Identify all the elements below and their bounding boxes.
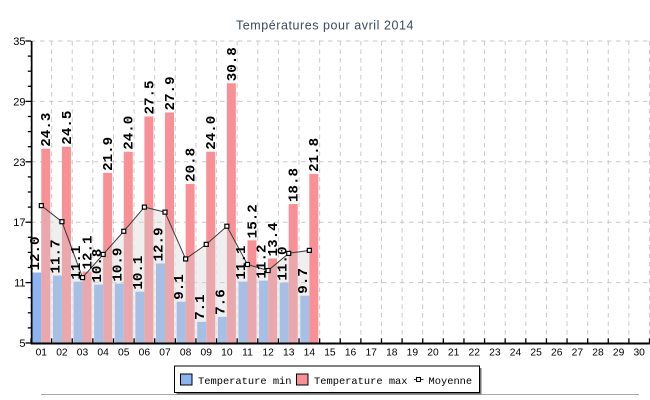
svg-text:18.8: 18.8 <box>287 168 303 202</box>
svg-text:08: 08 <box>180 348 192 359</box>
svg-text:12: 12 <box>262 348 274 359</box>
svg-text:24.0: 24.0 <box>204 116 220 150</box>
svg-text:09: 09 <box>201 348 213 359</box>
svg-text:27.5: 27.5 <box>142 80 158 114</box>
svg-text:11.1: 11.1 <box>69 246 85 280</box>
svg-text:13: 13 <box>283 348 295 359</box>
svg-text:10.1: 10.1 <box>131 256 147 290</box>
svg-text:30: 30 <box>633 348 645 359</box>
svg-text:21.9: 21.9 <box>101 137 117 171</box>
svg-text:27.9: 27.9 <box>163 76 179 110</box>
svg-text:23: 23 <box>13 157 25 169</box>
svg-text:02: 02 <box>56 348 68 359</box>
svg-text:20: 20 <box>427 348 439 359</box>
svg-text:30.8: 30.8 <box>225 47 241 81</box>
svg-text:23: 23 <box>489 348 501 359</box>
svg-text:24.0: 24.0 <box>122 116 138 150</box>
svg-text:11: 11 <box>14 278 25 290</box>
svg-text:Temperature max: Temperature max <box>314 376 408 388</box>
svg-text:10.9: 10.9 <box>110 248 126 282</box>
svg-text:9.1: 9.1 <box>172 274 188 300</box>
svg-text:27: 27 <box>572 348 584 359</box>
svg-text:16: 16 <box>345 348 357 359</box>
svg-text:21.8: 21.8 <box>307 138 323 172</box>
svg-text:12.9: 12.9 <box>152 227 168 261</box>
svg-text:11.2: 11.2 <box>255 245 271 279</box>
svg-text:11.7: 11.7 <box>49 239 65 273</box>
svg-text:Températures pour avril 2014: Températures pour avril 2014 <box>236 19 414 33</box>
svg-text:Moyenne: Moyenne <box>429 376 473 388</box>
svg-text:11: 11 <box>242 348 253 359</box>
svg-text:15.2: 15.2 <box>245 204 261 238</box>
svg-text:35: 35 <box>13 36 25 48</box>
svg-text:25: 25 <box>530 348 542 359</box>
svg-text:24.5: 24.5 <box>60 111 76 145</box>
svg-text:06: 06 <box>139 348 151 359</box>
svg-text:07: 07 <box>159 348 171 359</box>
svg-text:12.1: 12.1 <box>80 235 96 269</box>
svg-text:29: 29 <box>613 348 625 359</box>
svg-text:26: 26 <box>551 348 563 359</box>
svg-text:18: 18 <box>386 348 398 359</box>
svg-text:20.8: 20.8 <box>184 148 200 182</box>
svg-text:9.7: 9.7 <box>296 268 312 294</box>
svg-text:17: 17 <box>365 348 377 359</box>
svg-text:04: 04 <box>97 348 109 359</box>
svg-text:7.6: 7.6 <box>213 289 229 315</box>
svg-text:17: 17 <box>13 217 25 229</box>
svg-text:01: 01 <box>36 348 48 359</box>
svg-text:11.0: 11.0 <box>275 247 291 281</box>
svg-text:11.1: 11.1 <box>234 246 250 280</box>
svg-text:10.8: 10.8 <box>90 249 106 283</box>
svg-text:05: 05 <box>118 348 130 359</box>
svg-text:5: 5 <box>19 338 25 350</box>
svg-text:21: 21 <box>448 348 460 359</box>
svg-text:28: 28 <box>592 348 604 359</box>
svg-text:03: 03 <box>77 348 89 359</box>
svg-text:19: 19 <box>407 348 419 359</box>
svg-text:22: 22 <box>469 348 481 359</box>
svg-text:7.1: 7.1 <box>193 294 209 320</box>
svg-text:13.4: 13.4 <box>266 222 282 257</box>
svg-text:15: 15 <box>324 348 336 359</box>
svg-text:10: 10 <box>221 348 233 359</box>
svg-text:12.0: 12.0 <box>28 236 44 270</box>
svg-text:Temperature min: Temperature min <box>198 376 292 388</box>
svg-text:29: 29 <box>13 96 25 108</box>
svg-text:24.3: 24.3 <box>39 113 55 147</box>
svg-text:24: 24 <box>510 348 522 359</box>
svg-text:14: 14 <box>304 348 316 359</box>
